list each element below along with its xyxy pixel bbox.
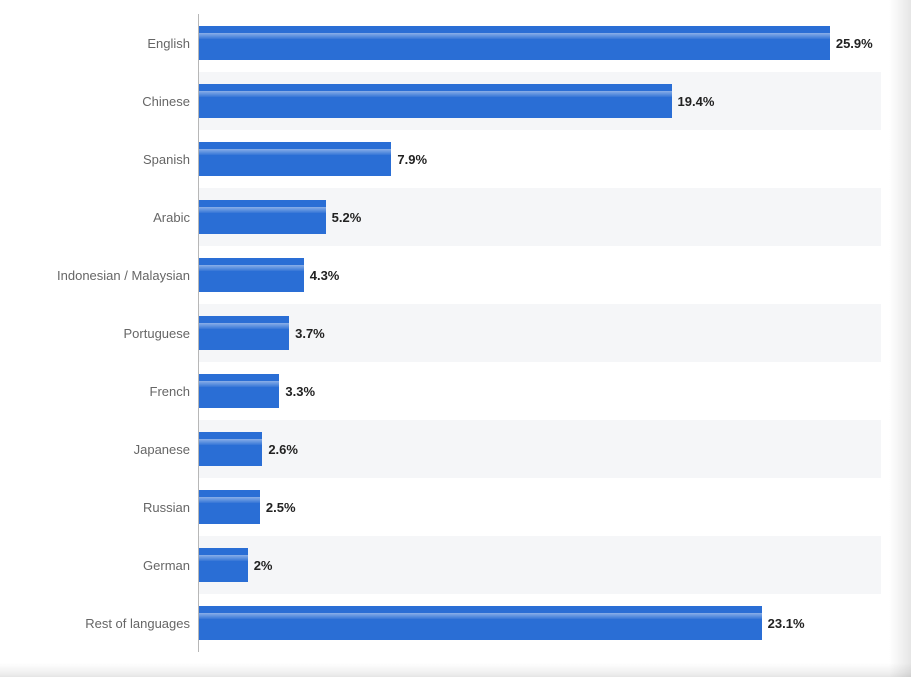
plot-cell: 2% xyxy=(198,536,881,594)
value-label: 2% xyxy=(254,558,273,573)
category-label: Japanese xyxy=(10,442,198,457)
bar xyxy=(199,258,304,292)
bar xyxy=(199,142,391,176)
category-label: Chinese xyxy=(10,94,198,109)
bar xyxy=(199,84,672,118)
bar xyxy=(199,316,289,350)
chart-row: Arabic 5.2% xyxy=(10,188,881,246)
category-label: Rest of languages xyxy=(10,616,198,631)
plot-cell: 2.6% xyxy=(198,420,881,478)
chart-row: English 25.9% xyxy=(10,14,881,72)
value-label: 3.7% xyxy=(295,326,325,341)
value-label: 2.5% xyxy=(266,500,296,515)
bar xyxy=(199,200,326,234)
value-label: 7.9% xyxy=(397,152,427,167)
plot-cell: 25.9% xyxy=(198,14,881,72)
chart-row: French 3.3% xyxy=(10,362,881,420)
value-label: 4.3% xyxy=(310,268,340,283)
plot-cell: 7.9% xyxy=(198,130,881,188)
plot-cell: 4.3% xyxy=(198,246,881,304)
chart-row: Russian 2.5% xyxy=(10,478,881,536)
value-label: 19.4% xyxy=(678,94,715,109)
bar xyxy=(199,490,260,524)
plot-cell: 3.3% xyxy=(198,362,881,420)
row-band xyxy=(199,536,881,594)
value-label: 2.6% xyxy=(268,442,298,457)
plot-cell: 19.4% xyxy=(198,72,881,130)
category-label: Arabic xyxy=(10,210,198,225)
bar xyxy=(199,548,248,582)
bar xyxy=(199,374,279,408)
plot-cell: 23.1% xyxy=(198,594,881,652)
category-label: Russian xyxy=(10,500,198,515)
value-label: 3.3% xyxy=(285,384,315,399)
chart-row: German 2% xyxy=(10,536,881,594)
page-edge-shadow-right xyxy=(889,0,911,677)
chart-row: Chinese 19.4% xyxy=(10,72,881,130)
category-label: English xyxy=(10,36,198,51)
page-edge-shadow-bottom xyxy=(0,663,911,677)
chart-row: Indonesian / Malaysian 4.3% xyxy=(10,246,881,304)
chart-rows: English 25.9% Chinese 19.4% Spanish 7.9% Arabi… xyxy=(10,14,881,652)
category-label: Indonesian / Malaysian xyxy=(10,268,198,283)
category-label: Portuguese xyxy=(10,326,198,341)
category-label: French xyxy=(10,384,198,399)
chart-row: Portuguese 3.7% xyxy=(10,304,881,362)
plot-cell: 2.5% xyxy=(198,478,881,536)
chart-row: Japanese 2.6% xyxy=(10,420,881,478)
row-band xyxy=(199,420,881,478)
bar xyxy=(199,26,830,60)
value-label: 25.9% xyxy=(836,36,873,51)
chart-row: Spanish 7.9% xyxy=(10,130,881,188)
value-label: 23.1% xyxy=(768,616,805,631)
row-band xyxy=(199,478,881,536)
bar xyxy=(199,432,262,466)
plot-cell: 5.2% xyxy=(198,188,881,246)
horizontal-bar-chart: English 25.9% Chinese 19.4% Spanish 7.9% Arabi… xyxy=(0,0,911,677)
plot-cell: 3.7% xyxy=(198,304,881,362)
bar xyxy=(199,606,762,640)
chart-row: Rest of languages 23.1% xyxy=(10,594,881,652)
value-label: 5.2% xyxy=(332,210,362,225)
category-label: Spanish xyxy=(10,152,198,167)
category-label: German xyxy=(10,558,198,573)
